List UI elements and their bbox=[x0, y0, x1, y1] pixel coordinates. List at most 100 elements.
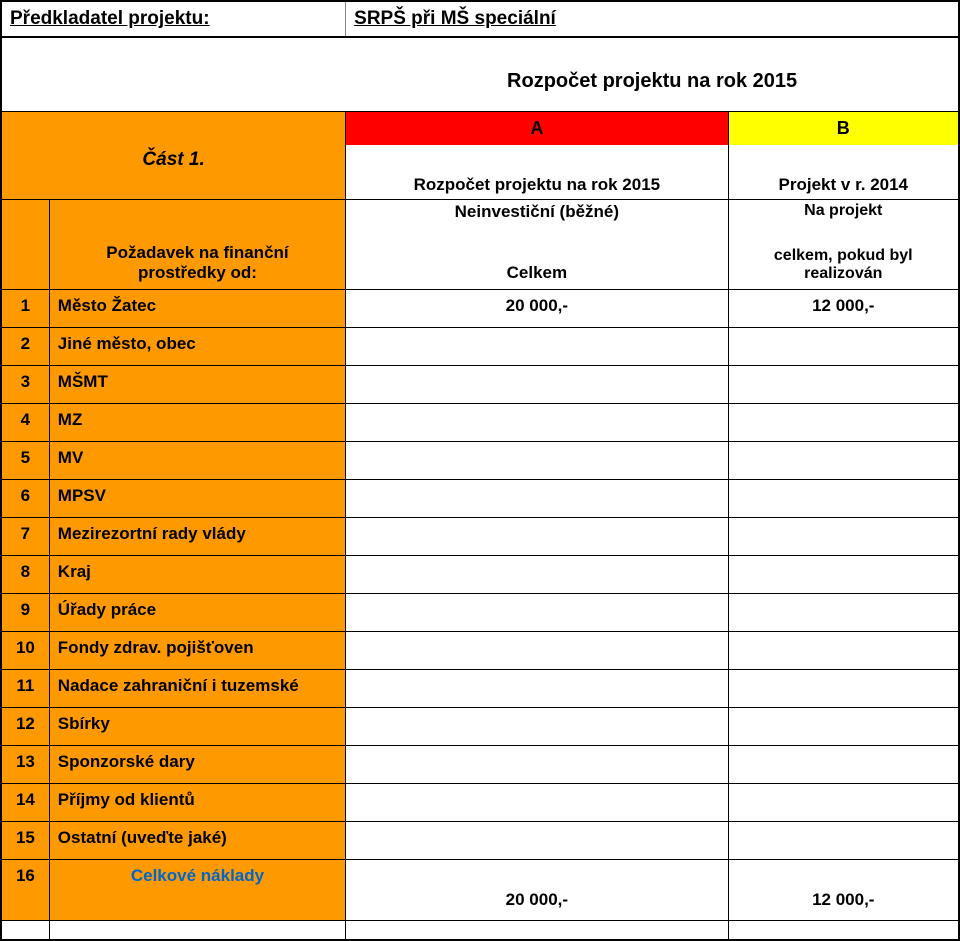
project-owner-label: Předkladatel projektu: bbox=[2, 2, 346, 36]
row-value-a bbox=[346, 328, 728, 365]
table-row: 13Sponzorské dary bbox=[0, 746, 960, 784]
row-label: Kraj bbox=[50, 556, 346, 593]
row-label: Mezirezortní rady vlády bbox=[50, 518, 346, 555]
table-row: 7Mezirezortní rady vlády bbox=[0, 518, 960, 556]
row-value-b bbox=[729, 594, 958, 631]
row-num: 9 bbox=[2, 594, 50, 631]
row-num: 12 bbox=[2, 708, 50, 745]
row-value-a bbox=[346, 366, 728, 403]
table-row: 9Úřady práce bbox=[0, 594, 960, 632]
table-row: 8Kraj bbox=[0, 556, 960, 594]
bottom-spacer bbox=[0, 921, 960, 941]
row-value-b bbox=[729, 556, 958, 593]
row-label: Město Žatec bbox=[50, 290, 346, 327]
row-value-a bbox=[346, 556, 728, 593]
page-title: Rozpočet projektu na rok 2015 bbox=[346, 64, 958, 111]
row-value-a bbox=[346, 594, 728, 631]
table-row: 5MV bbox=[0, 442, 960, 480]
row-label: MZ bbox=[50, 404, 346, 441]
table-row: 11Nadace zahraniční i tuzemské bbox=[0, 670, 960, 708]
row-num: 13 bbox=[2, 746, 50, 783]
row-value-b bbox=[729, 822, 958, 859]
row-num: 11 bbox=[2, 670, 50, 707]
row-value-a bbox=[346, 404, 728, 441]
row-value-a bbox=[346, 632, 728, 669]
row-value-b bbox=[729, 518, 958, 555]
row-value-a bbox=[346, 746, 728, 783]
subheader-row-1: Rozpočet projektu na rok 2015 Projekt v … bbox=[0, 171, 960, 200]
total-num: 16 bbox=[2, 860, 50, 920]
row-value-b bbox=[729, 632, 958, 669]
row-value-a bbox=[346, 442, 728, 479]
row-num: 4 bbox=[2, 404, 50, 441]
table-row: 4MZ bbox=[0, 404, 960, 442]
row-value-b bbox=[729, 708, 958, 745]
table-row: 14Příjmy od klientů bbox=[0, 784, 960, 822]
header-row: Předkladatel projektu: SRPŠ při MŠ speci… bbox=[0, 0, 960, 38]
table-row: 6MPSV bbox=[0, 480, 960, 518]
row-num: 8 bbox=[2, 556, 50, 593]
title-row: Rozpočet projektu na rok 2015 bbox=[0, 64, 960, 111]
total-b: 12 000,- bbox=[729, 860, 958, 920]
row-label: Příjmy od klientů bbox=[50, 784, 346, 821]
table-row: 2Jiné město, obec bbox=[0, 328, 960, 366]
row-num: 15 bbox=[2, 822, 50, 859]
total-label: Celkové náklady bbox=[50, 860, 346, 920]
row-num: 2 bbox=[2, 328, 50, 365]
row-value-a bbox=[346, 784, 728, 821]
row-value-a bbox=[346, 518, 728, 555]
request-row: Požadavek na finanční prostředky od: Cel… bbox=[0, 222, 960, 290]
row-label: Nadace zahraniční i tuzemské bbox=[50, 670, 346, 707]
row-label: MPSV bbox=[50, 480, 346, 517]
table-row: 15Ostatní (uveďte jaké) bbox=[0, 822, 960, 860]
celkem-label: Celkem bbox=[346, 222, 728, 289]
row-label: Sbírky bbox=[50, 708, 346, 745]
total-row: 16 Celkové náklady 20 000,- 12 000,- bbox=[0, 860, 960, 921]
row-num: 14 bbox=[2, 784, 50, 821]
row-value-b bbox=[729, 404, 958, 441]
spacer bbox=[0, 38, 960, 64]
subheader-b: Projekt v r. 2014 bbox=[729, 171, 958, 199]
row-value-a bbox=[346, 708, 728, 745]
column-b-header: B bbox=[729, 112, 958, 145]
row-label: Fondy zdrav. pojišťoven bbox=[50, 632, 346, 669]
row-label: Jiné město, obec bbox=[50, 328, 346, 365]
row-value-a bbox=[346, 670, 728, 707]
page: Předkladatel projektu: SRPŠ při MŠ speci… bbox=[0, 0, 960, 941]
row-value-b bbox=[729, 670, 958, 707]
table-row: 3MŠMT bbox=[0, 366, 960, 404]
realized-label: celkem, pokud byl realizován bbox=[729, 222, 958, 289]
row-label: Sponzorské dary bbox=[50, 746, 346, 783]
row-label: MV bbox=[50, 442, 346, 479]
part-row: Část 1. bbox=[0, 145, 960, 171]
column-a-header: A bbox=[346, 112, 728, 145]
row-value-b bbox=[729, 442, 958, 479]
part-label: Část 1. bbox=[2, 145, 346, 171]
row-num: 1 bbox=[2, 290, 50, 327]
subheader-a: Rozpočet projektu na rok 2015 bbox=[346, 171, 728, 199]
row-label: Úřady práce bbox=[50, 594, 346, 631]
column-header-row: A B bbox=[0, 111, 960, 145]
request-label: Požadavek na finanční prostředky od: bbox=[50, 222, 346, 289]
row-value-a: 20 000,- bbox=[346, 290, 728, 327]
row-value-b bbox=[729, 328, 958, 365]
row-value-b bbox=[729, 480, 958, 517]
project-owner-value: SRPŠ při MŠ speciální bbox=[346, 2, 958, 36]
table-row: 10Fondy zdrav. pojišťoven bbox=[0, 632, 960, 670]
row-num: 10 bbox=[2, 632, 50, 669]
table-row: 12Sbírky bbox=[0, 708, 960, 746]
data-rows: 1Město Žatec20 000,-12 000,-2Jiné město,… bbox=[0, 290, 960, 860]
row-num: 6 bbox=[2, 480, 50, 517]
row-value-a bbox=[346, 822, 728, 859]
row-label: Ostatní (uveďte jaké) bbox=[50, 822, 346, 859]
row-num: 3 bbox=[2, 366, 50, 403]
row-value-b bbox=[729, 784, 958, 821]
row-value-a bbox=[346, 480, 728, 517]
row-num: 5 bbox=[2, 442, 50, 479]
row-value-b: 12 000,- bbox=[729, 290, 958, 327]
neinv-label: Neinvestiční (běžné) bbox=[346, 200, 728, 222]
row-value-b bbox=[729, 746, 958, 783]
row-label: MŠMT bbox=[50, 366, 346, 403]
neinv-row: Neinvestiční (běžné) Na projekt bbox=[0, 200, 960, 222]
row-num: 7 bbox=[2, 518, 50, 555]
